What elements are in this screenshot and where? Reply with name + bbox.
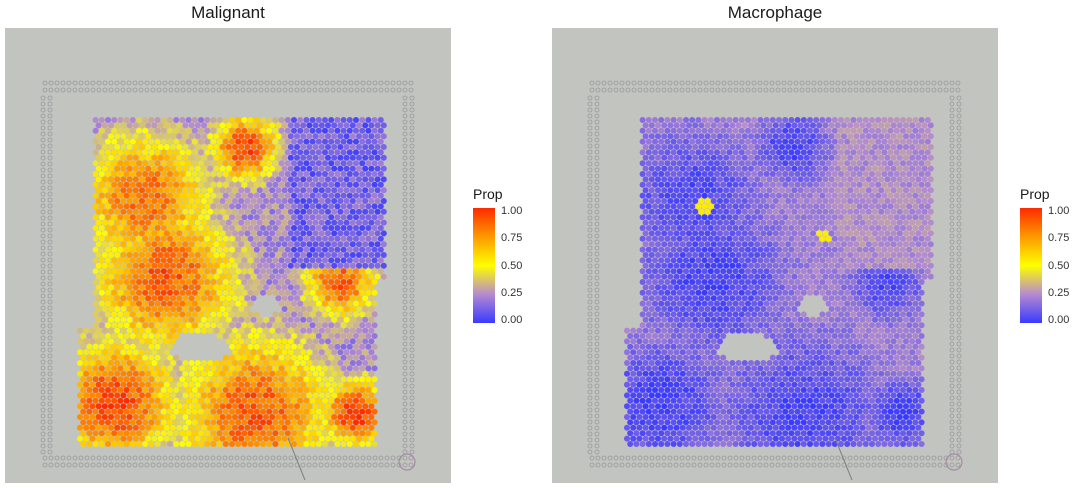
legend-tick-label: 0.00 bbox=[1048, 314, 1070, 326]
legend-tick-mark bbox=[1042, 238, 1046, 240]
tissue-image-malignant bbox=[5, 28, 451, 483]
legend-tick-label: 0.75 bbox=[501, 232, 523, 245]
fiducial-frame bbox=[40, 80, 415, 468]
fiducial-frame bbox=[587, 80, 962, 468]
legend-tick-mark bbox=[1042, 292, 1046, 294]
legend-colorbar bbox=[473, 208, 495, 323]
legend-tick-mark bbox=[1042, 265, 1046, 267]
legend-malignant: Prop 1.00 0.75 0.50 0.25 0.00 bbox=[473, 186, 543, 336]
legend-tick-label: 0.75 bbox=[1048, 232, 1070, 245]
fiducial-marker bbox=[398, 453, 416, 471]
tissue-edge-line bbox=[834, 437, 853, 481]
legend-tick-label: 0.50 bbox=[1048, 259, 1070, 272]
legend-tick-label: 1.00 bbox=[1048, 205, 1070, 217]
legend-macrophage: Prop 1.00 0.75 0.50 0.25 0.00 bbox=[1020, 186, 1077, 336]
legend-tick-label: 0.50 bbox=[501, 259, 523, 272]
fiducial-marker bbox=[945, 453, 963, 471]
legend-title: Prop bbox=[1020, 186, 1050, 202]
legend-tick-mark bbox=[495, 320, 499, 321]
legend-colorbar bbox=[1020, 208, 1042, 323]
legend-tick-mark bbox=[1042, 211, 1046, 212]
legend-tick-mark bbox=[495, 211, 499, 212]
panel-title-malignant: Malignant bbox=[191, 3, 265, 22]
tissue-edge-line bbox=[287, 437, 306, 481]
legend-tick-mark bbox=[1042, 320, 1046, 321]
legend-tick-mark bbox=[495, 292, 499, 294]
panel-title-macrophage: Macrophage bbox=[727, 3, 823, 22]
legend-tick-label: 0.00 bbox=[501, 314, 523, 326]
tissue-spots bbox=[77, 117, 387, 447]
legend-tick-label: 0.25 bbox=[501, 286, 523, 299]
tissue-image-macrophage bbox=[552, 28, 998, 483]
legend-title: Prop bbox=[473, 186, 503, 202]
legend-tick-label: 0.25 bbox=[1048, 286, 1070, 299]
legend-tick-label: 1.00 bbox=[501, 205, 523, 217]
legend-tick-mark bbox=[495, 238, 499, 240]
legend-tick-mark bbox=[495, 265, 499, 267]
tissue-spots bbox=[624, 117, 934, 447]
